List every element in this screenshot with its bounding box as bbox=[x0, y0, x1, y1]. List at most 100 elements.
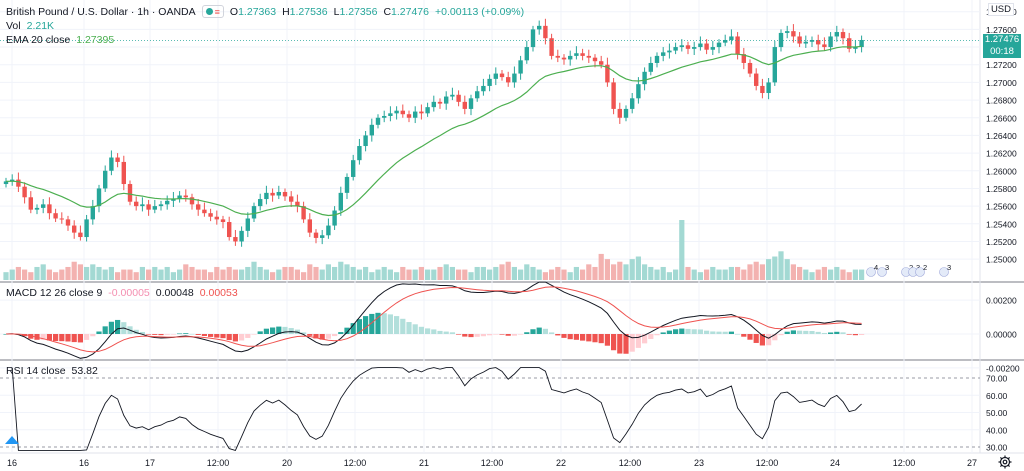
candle-body bbox=[549, 38, 554, 56]
macd-hist-bar bbox=[443, 331, 449, 334]
volume-bar bbox=[263, 269, 269, 280]
volume-bar bbox=[381, 266, 387, 280]
volume-bar bbox=[214, 266, 220, 280]
volume-bar bbox=[9, 269, 15, 280]
macd-hist-bar bbox=[821, 332, 827, 334]
candle-body bbox=[468, 98, 474, 109]
volume-series bbox=[3, 220, 865, 280]
candle-body bbox=[723, 39, 728, 43]
volume-bar bbox=[753, 261, 759, 280]
event-flag-icon bbox=[915, 267, 925, 277]
candle-body bbox=[592, 57, 598, 62]
rsi-tick-label: 50.00 bbox=[986, 408, 1008, 418]
candle-body bbox=[760, 85, 765, 94]
volume-bar bbox=[542, 272, 548, 280]
macd-hist-bar bbox=[400, 318, 406, 334]
gear-icon[interactable] bbox=[998, 455, 1012, 469]
candle-body bbox=[127, 184, 133, 202]
ema-legend: EMA 20 close 1.27395 bbox=[6, 34, 114, 46]
volume-bar bbox=[400, 266, 406, 280]
macd-hist-bar bbox=[170, 334, 176, 335]
candle-body bbox=[791, 31, 796, 37]
volume-bar bbox=[617, 261, 623, 280]
candle-body bbox=[729, 36, 734, 40]
time-tick-label: 20 bbox=[282, 458, 292, 468]
legend-toggle[interactable]: ≡ bbox=[201, 5, 224, 18]
volume-bar bbox=[728, 266, 734, 280]
volume-value: 2.21K bbox=[26, 20, 55, 32]
macd-hist-bar bbox=[152, 334, 158, 335]
volume-bar bbox=[604, 259, 610, 280]
candle-body bbox=[84, 219, 89, 238]
candle-body bbox=[134, 201, 139, 207]
last-price-badge: 1.27476 bbox=[983, 34, 1021, 47]
volume-bar bbox=[363, 266, 369, 280]
volume-bar bbox=[437, 266, 443, 280]
time-tick-label: 17 bbox=[145, 458, 155, 468]
candle-body bbox=[524, 47, 529, 61]
symbol-title[interactable]: British Pound / U.S. Dollar · 1h · OANDA bbox=[6, 5, 196, 18]
candle-body bbox=[828, 36, 833, 48]
volume-bar bbox=[239, 269, 245, 280]
volume-bar bbox=[164, 266, 170, 280]
macd-hist-bar bbox=[183, 333, 189, 334]
macd-signal-value: 0.00053 bbox=[199, 287, 238, 299]
volume-bar bbox=[635, 256, 641, 280]
volume-bar bbox=[505, 261, 511, 280]
candle-body bbox=[264, 192, 269, 200]
volume-bar bbox=[859, 269, 865, 280]
time-tick-label: 12:00 bbox=[344, 458, 367, 468]
candle-body bbox=[351, 160, 356, 177]
volume-bar bbox=[139, 266, 145, 280]
candle-body bbox=[338, 192, 343, 211]
candle-body bbox=[406, 114, 412, 118]
candle-body bbox=[16, 179, 21, 187]
macd-hist-bar bbox=[759, 334, 765, 346]
macd-hist-bar bbox=[164, 334, 170, 335]
macd-tick-label: -0.00200 bbox=[986, 363, 1020, 373]
macd-hist-bar bbox=[276, 326, 282, 334]
macd-hist-bar bbox=[189, 333, 195, 335]
candle-body bbox=[363, 135, 368, 147]
macd-hist-bar bbox=[790, 330, 796, 334]
volume-bar bbox=[350, 266, 356, 280]
event-count: 3 bbox=[947, 263, 951, 272]
candle-body bbox=[754, 73, 759, 86]
macd-label[interactable]: MACD 12 26 close 9 bbox=[6, 287, 103, 299]
macd-hist-bar bbox=[852, 334, 858, 336]
tradingview-logo-icon[interactable] bbox=[4, 435, 20, 445]
volume-bar bbox=[152, 266, 158, 280]
candle-body bbox=[785, 31, 790, 33]
rsi-tick-label: 60.00 bbox=[986, 391, 1008, 401]
macd-hist-bar bbox=[846, 334, 852, 335]
time-tick-label: 12:00 bbox=[207, 458, 230, 468]
volume-bar bbox=[28, 272, 34, 280]
ema-label[interactable]: EMA 20 close bbox=[6, 34, 71, 46]
macd-hist-bar bbox=[753, 334, 759, 343]
macd-hist-bar bbox=[561, 334, 567, 338]
currency-label[interactable]: USD bbox=[987, 3, 1014, 16]
candle-body bbox=[475, 91, 480, 99]
candle-body bbox=[840, 32, 846, 39]
volume-bar bbox=[710, 266, 716, 280]
volume-bar bbox=[34, 266, 40, 280]
macd-hist-bar bbox=[22, 334, 28, 337]
price-tick-label: 1.26800 bbox=[986, 96, 1017, 106]
candle-body bbox=[103, 170, 108, 189]
candle-body bbox=[642, 71, 647, 85]
rsi-label[interactable]: RSI 14 close bbox=[6, 365, 66, 377]
macd-hist-bar bbox=[282, 326, 288, 334]
candle-body bbox=[270, 192, 275, 196]
macd-hist-bar bbox=[697, 329, 703, 334]
volume-bar bbox=[294, 269, 300, 280]
macd-hist-bar bbox=[809, 331, 815, 334]
candle-body bbox=[518, 60, 523, 74]
volume-bar bbox=[666, 272, 672, 280]
macd-hist-bar bbox=[195, 334, 201, 335]
volume-bar bbox=[772, 256, 778, 280]
event-count: 4 bbox=[874, 263, 878, 272]
macd-hist-bar bbox=[412, 324, 418, 334]
volume-label[interactable]: Vol bbox=[6, 20, 21, 32]
